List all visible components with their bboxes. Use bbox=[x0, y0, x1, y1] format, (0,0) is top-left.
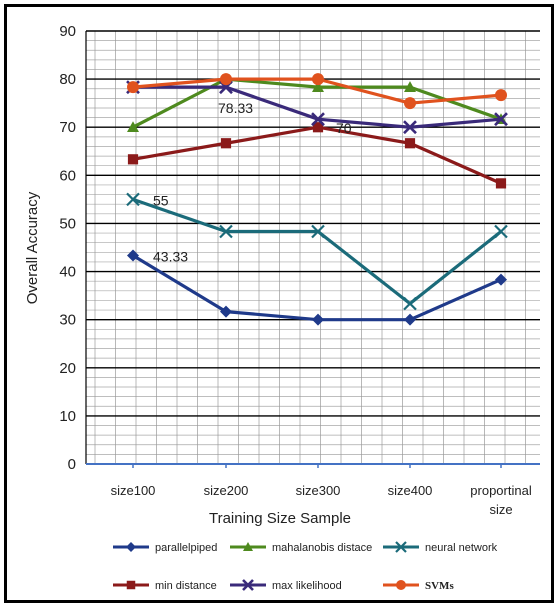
series-layer bbox=[126, 73, 508, 326]
legend-item-mahalanobis-distace: mahalanobis distace bbox=[230, 542, 372, 554]
data-point bbox=[403, 296, 417, 311]
y-tick-label: 50 bbox=[59, 215, 76, 232]
legend-item-parallelpiped: parallelpiped bbox=[113, 542, 217, 554]
data-label: 43.33 bbox=[153, 249, 188, 265]
x-tick-label: size300 bbox=[296, 483, 341, 498]
data-point bbox=[127, 121, 139, 133]
data-point bbox=[495, 178, 507, 189]
legend-item-svms: SVMs bbox=[383, 580, 454, 592]
data-label: 70 bbox=[336, 120, 352, 136]
data-point bbox=[220, 138, 232, 149]
y-tick-label: 70 bbox=[59, 119, 76, 136]
data-point bbox=[404, 97, 416, 110]
data-point bbox=[126, 192, 140, 207]
data-point bbox=[311, 224, 325, 239]
data-point bbox=[495, 89, 507, 102]
legend-label: SVMs bbox=[425, 580, 454, 592]
y-tick-label: 90 bbox=[59, 23, 76, 40]
legend-item-max-likelihood: max likelihood bbox=[230, 579, 342, 592]
legend: parallelpiped mahalanobis distace neural n… bbox=[113, 541, 498, 592]
data-point bbox=[494, 224, 508, 239]
legend-item-min-distance: min distance bbox=[113, 580, 217, 592]
series-svms bbox=[127, 73, 507, 110]
data-point bbox=[127, 81, 139, 94]
plot-area bbox=[86, 31, 540, 464]
legend-label: neural network bbox=[425, 542, 498, 554]
y-tick-label: 60 bbox=[59, 167, 76, 184]
data-point bbox=[126, 542, 136, 552]
y-tick-label: 40 bbox=[59, 264, 76, 281]
y-tick-label: 80 bbox=[59, 71, 76, 88]
legend-item-neural-network: neural network bbox=[383, 541, 498, 554]
series-neural-network bbox=[126, 192, 508, 311]
x-tick-label: size100 bbox=[111, 483, 156, 498]
data-label: 78.33 bbox=[218, 100, 253, 116]
data-point bbox=[404, 313, 416, 326]
legend-label: parallelpiped bbox=[155, 542, 217, 554]
y-tick-label: 0 bbox=[68, 456, 76, 473]
y-tick-label: 30 bbox=[59, 312, 76, 329]
data-point bbox=[312, 73, 324, 86]
data-point bbox=[127, 154, 139, 165]
legend-label: max likelihood bbox=[272, 580, 342, 592]
data-point bbox=[243, 542, 253, 551]
grid-minor bbox=[86, 31, 540, 464]
data-point bbox=[404, 138, 416, 149]
data-point bbox=[242, 579, 254, 591]
series-min-distance bbox=[127, 122, 507, 189]
data-point bbox=[312, 122, 324, 133]
data-point bbox=[127, 249, 139, 262]
series-parallelpiped bbox=[127, 249, 507, 326]
x-tick-label: proportinal size bbox=[470, 483, 532, 517]
data-point bbox=[396, 580, 406, 590]
data-point bbox=[403, 120, 417, 135]
data-point bbox=[312, 313, 324, 326]
data-labels: 78.33 70 55 43.33 bbox=[153, 100, 352, 264]
data-point bbox=[395, 541, 407, 553]
y-tick-label: 10 bbox=[59, 408, 76, 425]
data-point bbox=[220, 73, 232, 86]
axes bbox=[85, 31, 540, 468]
y-tick-labels: 0 10 20 30 40 50 60 70 80 90 bbox=[59, 23, 76, 473]
y-axis-title: Overall Accuracy bbox=[24, 191, 41, 304]
x-tick-label: size400 bbox=[388, 483, 433, 498]
x-tick-labels: size100 size200 size300 size400 proportinal s… bbox=[111, 483, 532, 517]
data-point bbox=[126, 580, 136, 590]
x-axis-title: Training Size Sample bbox=[209, 510, 351, 527]
data-point bbox=[404, 81, 416, 92]
data-point bbox=[219, 224, 233, 239]
y-tick-label: 20 bbox=[59, 360, 76, 377]
data-point bbox=[495, 273, 507, 286]
data-point bbox=[311, 112, 325, 127]
legend-label: min distance bbox=[155, 580, 217, 592]
legend-label: mahalanobis distace bbox=[272, 542, 372, 554]
data-point bbox=[312, 81, 324, 92]
data-point bbox=[494, 112, 508, 127]
data-point bbox=[220, 305, 232, 318]
x-tick-label: size200 bbox=[204, 483, 249, 498]
data-label: 55 bbox=[153, 192, 169, 208]
